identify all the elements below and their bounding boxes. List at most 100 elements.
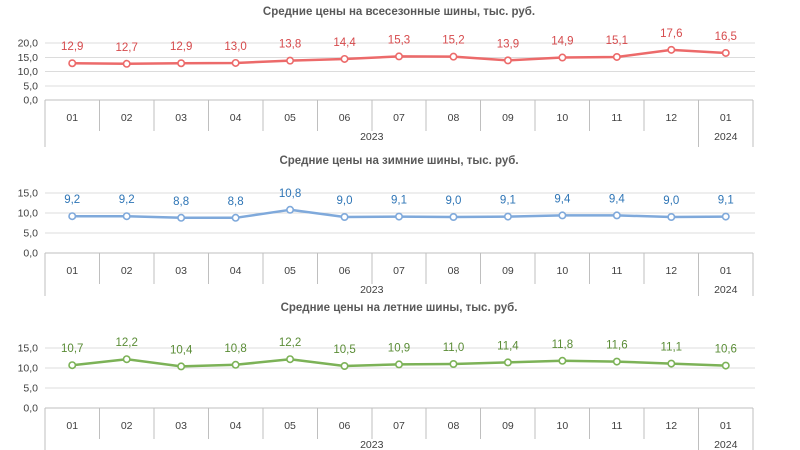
allseason-line-chart: Средние цены на всесезонные шины, тыс. р…	[18, 6, 755, 147]
data-point-label: 10,8	[224, 343, 246, 355]
data-point-label: 9,1	[391, 195, 407, 207]
data-point-label: 11,4	[497, 340, 519, 352]
y-axis-tick-label: 20,0	[18, 38, 39, 50]
data-point-marker	[449, 360, 458, 369]
winter-line-chart: Средние цены на зимние шины, тыс. руб. 1…	[18, 155, 755, 296]
data-point-marker	[612, 211, 621, 220]
month-label: 09	[502, 112, 514, 124]
data-point-label: 10,9	[388, 342, 410, 354]
data-point-label: 12,2	[279, 337, 301, 349]
data-point-marker	[394, 52, 403, 61]
data-point-marker	[286, 355, 295, 364]
data-point-label: 9,4	[609, 193, 626, 205]
data-point-label: 13,9	[497, 38, 519, 50]
chart-title-allseason: Средние цены на всесезонные шины, тыс. р…	[263, 6, 535, 18]
data-point-marker	[286, 205, 295, 214]
data-point-label: 11,8	[552, 339, 574, 351]
data-point-marker	[394, 212, 403, 221]
data-point-marker	[558, 211, 567, 220]
month-label: 11	[611, 265, 622, 277]
summer-plot-area: 15,0 10,0 5,0 0,0 01 02 03 04 05 06 07 08 09 10 11 12 01…	[18, 337, 755, 450]
month-label: 07	[393, 420, 405, 432]
data-point-marker	[177, 213, 186, 222]
data-point-label: 9,2	[119, 194, 135, 206]
data-point-label: 10,5	[333, 344, 355, 356]
data-point-label: 8,8	[173, 196, 189, 208]
month-label: 07	[393, 265, 405, 277]
month-label: 01	[720, 112, 732, 124]
data-point-label: 11,0	[443, 342, 465, 354]
y-axis-tick-label: 0,0	[23, 95, 38, 107]
month-label: 12	[665, 420, 677, 432]
data-point-label: 13,0	[224, 41, 246, 53]
data-point-label: 17,6	[660, 28, 682, 40]
data-point-label: 11,1	[661, 342, 683, 354]
data-point-label: 12,2	[115, 337, 137, 349]
year-label: 2024	[714, 439, 738, 450]
data-point-label: 10,6	[715, 344, 737, 356]
data-point-label: 9,0	[337, 195, 353, 207]
y-axis-tick-label: 15,0	[18, 52, 39, 64]
month-label: 01	[66, 265, 78, 277]
y-axis-tick-label: 5,0	[23, 80, 38, 92]
data-point-label: 14,4	[333, 37, 356, 49]
month-label: 06	[339, 420, 351, 432]
data-point-marker	[721, 212, 730, 221]
month-label: 01	[720, 265, 732, 277]
y-axis-tick-label: 15,0	[18, 343, 39, 355]
y-axis-tick-label: 10,0	[18, 66, 39, 78]
data-point-marker	[667, 213, 676, 222]
winter-plot-area: 15,0 10,0 5,0 0,0 01 02 03 04 05 06 07 08 09 10 11 12 01…	[18, 188, 755, 296]
month-label: 01	[66, 420, 78, 432]
year-label: 2023	[360, 439, 384, 450]
month-label: 10	[557, 112, 569, 124]
data-point-label: 13,8	[279, 39, 301, 51]
chart-title-summer: Средние цены на летние шины, тыс. руб.	[281, 302, 518, 314]
data-point-label: 9,2	[64, 194, 80, 206]
data-point-marker	[231, 213, 240, 222]
data-point-marker	[558, 53, 567, 62]
data-point-label: 9,0	[445, 195, 461, 207]
chart-summer-tires: Средние цены на летние шины, тыс. руб. 1…	[0, 296, 800, 450]
month-label: 08	[448, 420, 460, 432]
data-point-marker	[503, 212, 512, 221]
data-point-marker	[122, 355, 131, 364]
data-point-label: 15,3	[388, 34, 410, 46]
data-point-marker	[721, 48, 730, 57]
chart-allseason-tires: Средние цены на всесезонные шины, тыс. р…	[0, 0, 800, 148]
year-label: 2023	[360, 284, 384, 296]
data-point-marker	[177, 59, 186, 68]
data-point-label: 10,7	[61, 343, 83, 355]
data-point-label: 9,1	[500, 195, 516, 207]
y-axis-tick-label: 10,0	[18, 208, 39, 220]
data-point-marker	[503, 56, 512, 65]
data-point-marker	[340, 54, 349, 63]
data-point-label: 12,9	[61, 41, 83, 53]
allseason-plot-area: 20,0 15,0 10,0 5,0 0,0 01 02 03 04 05 06 07 08 09 10 11…	[18, 28, 755, 147]
month-label: 01	[66, 112, 78, 124]
data-point-marker	[231, 58, 240, 67]
data-point-label: 9,1	[718, 195, 734, 207]
y-axis-tick-label: 5,0	[23, 383, 38, 395]
data-point-marker	[449, 213, 458, 222]
month-label: 04	[230, 112, 242, 124]
month-label: 07	[393, 112, 405, 124]
month-label: 02	[121, 265, 133, 277]
data-point-label: 15,2	[442, 35, 464, 47]
data-point-marker	[177, 362, 186, 371]
chart-winter-tires: Средние цены на зимние шины, тыс. руб. 1…	[0, 148, 800, 296]
month-label: 02	[121, 420, 133, 432]
month-label: 05	[284, 265, 296, 277]
month-label: 08	[448, 112, 460, 124]
data-point-marker	[449, 52, 458, 61]
data-point-label: 12,7	[115, 42, 137, 54]
y-axis-tick-label: 10,0	[18, 363, 39, 375]
data-point-marker	[122, 212, 131, 221]
year-label: 2024	[714, 284, 738, 296]
data-point-marker	[286, 56, 295, 65]
month-label: 12	[665, 265, 677, 277]
data-point-marker	[558, 356, 567, 365]
month-label: 08	[448, 265, 460, 277]
y-axis-tick-label: 0,0	[23, 403, 38, 415]
month-label: 04	[230, 265, 242, 277]
